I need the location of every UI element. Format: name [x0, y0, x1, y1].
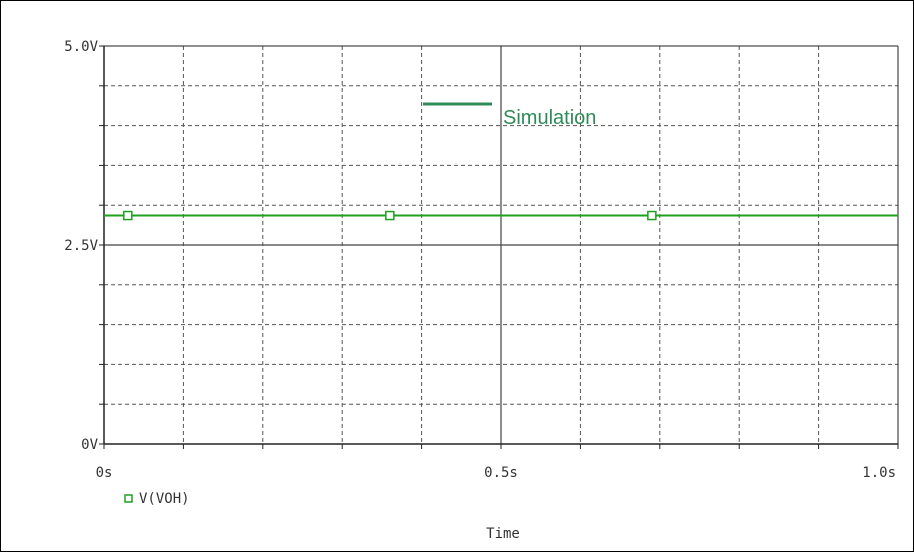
- grid-lines: [104, 46, 898, 444]
- y-tick-labels: 0V 2.5V 5.0V: [64, 39, 98, 453]
- annotation-text: Simulation: [503, 107, 596, 129]
- x-tick-label: 0.5s: [484, 465, 518, 481]
- y-tick-label: 0V: [81, 437, 98, 453]
- tick-marks: [99, 46, 898, 449]
- series-marker: [386, 212, 394, 220]
- legend: V(VOH): [125, 491, 190, 507]
- x-axis-label: Time: [486, 526, 520, 542]
- legend-label: V(VOH): [139, 491, 190, 507]
- series-marker: [124, 212, 132, 220]
- x-tick-label: 0s: [96, 465, 113, 481]
- y-tick-label: 5.0V: [64, 39, 98, 55]
- y-tick-label: 2.5V: [64, 238, 98, 254]
- legend-marker: [125, 495, 132, 502]
- x-tick-label: 1.0s: [862, 465, 896, 481]
- x-tick-labels: 0s 0.5s 1.0s: [96, 465, 896, 481]
- series-marker: [648, 212, 656, 220]
